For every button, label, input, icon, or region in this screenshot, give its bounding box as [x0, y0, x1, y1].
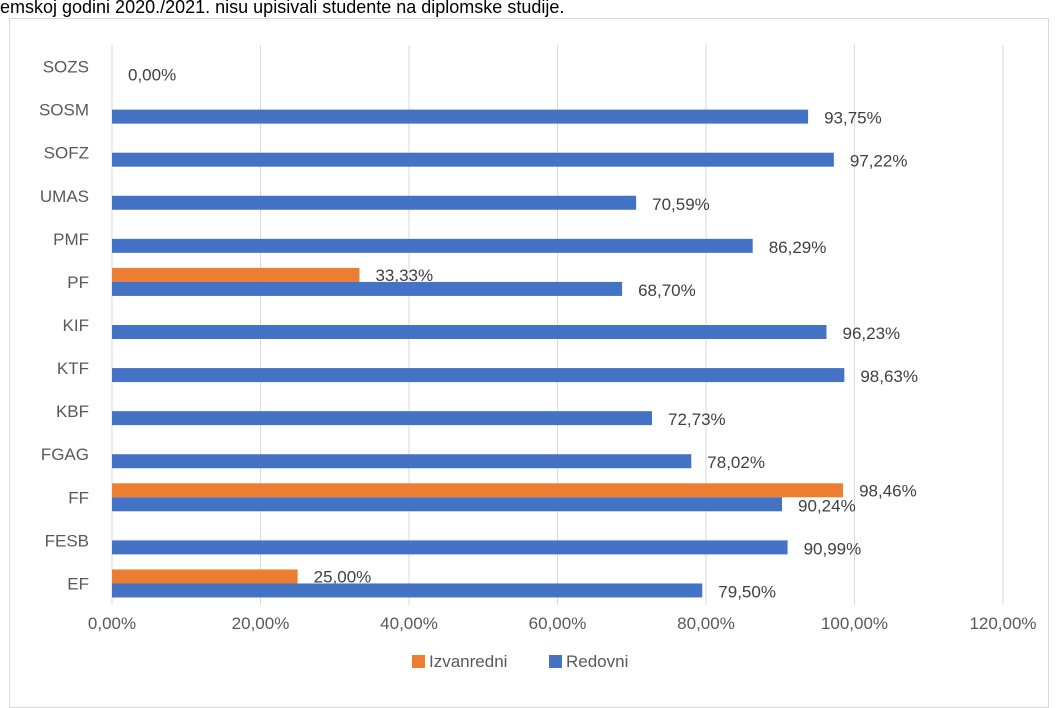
bar-redovni [112, 238, 753, 253]
category-label: SOFZ [44, 144, 89, 163]
category-label: FGAG [41, 445, 89, 464]
data-label-redovni: 78,02% [707, 453, 765, 472]
bar-redovni [112, 281, 623, 296]
bar-izvanredni [112, 569, 298, 584]
bar-redovni [112, 195, 637, 210]
category-label: PMF [53, 230, 89, 249]
category-label: KBF [56, 402, 89, 421]
data-label-redovni: 0,00% [128, 66, 176, 85]
data-label-redovni: 68,70% [638, 281, 696, 300]
data-label-izvanredni: 33,33% [375, 266, 433, 285]
bar-redovni [112, 152, 834, 167]
data-label-redovni: 86,29% [769, 238, 827, 257]
x-tick-label: 80,00% [677, 614, 735, 633]
x-tick-label: 60,00% [529, 614, 587, 633]
bar-izvanredni [112, 267, 360, 282]
x-tick-label: 0,00% [88, 614, 136, 633]
bar-izvanredni [112, 483, 844, 498]
category-label: PF [67, 273, 89, 292]
bar-redovni [112, 583, 703, 598]
category-label: KTF [57, 359, 89, 378]
category-label: SOSM [39, 101, 89, 120]
bar-redovni [112, 497, 783, 512]
bar-redovni [112, 454, 692, 469]
bar-redovni [112, 325, 827, 339]
category-label: SOZS [43, 58, 89, 77]
data-label-redovni: 70,59% [652, 195, 710, 214]
legend-swatch-redovni [549, 655, 562, 668]
legend-label-izvanredni: Izvanredni [429, 652, 507, 671]
category-label: EF [67, 574, 89, 593]
data-label-izvanredni: 25,00% [314, 567, 372, 586]
x-tick-label: 120,00% [969, 614, 1036, 633]
data-label-izvanredni: 98,46% [859, 481, 917, 500]
x-tick-label: 40,00% [380, 614, 438, 633]
bar-redovni [112, 411, 653, 426]
data-label-redovni: 96,23% [843, 324, 901, 343]
bar-redovni [112, 109, 809, 124]
bar-chart: 0,00% 20,00% 40,00% 60,00% 80,00% 100,00% 120,… [39, 45, 1037, 671]
legend-label-redovni: Redovni [566, 652, 628, 671]
bar-redovni [112, 368, 845, 383]
data-label-redovni: 72,73% [668, 410, 726, 429]
bar-redovni [112, 540, 788, 555]
x-tick-label: 100,00% [821, 614, 888, 633]
data-label-redovni: 97,22% [850, 152, 908, 171]
data-label-redovni: 93,75% [824, 109, 882, 128]
data-label-redovni: 90,24% [798, 496, 856, 515]
x-tick-label: 20,00% [232, 614, 290, 633]
data-label-redovni: 79,50% [718, 582, 776, 601]
data-label-redovni: 90,99% [804, 539, 862, 558]
chart-frame: 0,00% 20,00% 40,00% 60,00% 80,00% 100,00% 120,… [9, 18, 1049, 708]
category-label: UMAS [40, 187, 89, 206]
figure-caption: emskoj godini 2020./2021. nisu upisivali… [0, 0, 565, 17]
data-label-redovni: 98,63% [860, 367, 918, 386]
category-label: FESB [45, 531, 89, 550]
legend-swatch-izvanredni [412, 655, 425, 668]
category-label: FF [68, 488, 89, 507]
category-label: KIF [63, 316, 89, 335]
